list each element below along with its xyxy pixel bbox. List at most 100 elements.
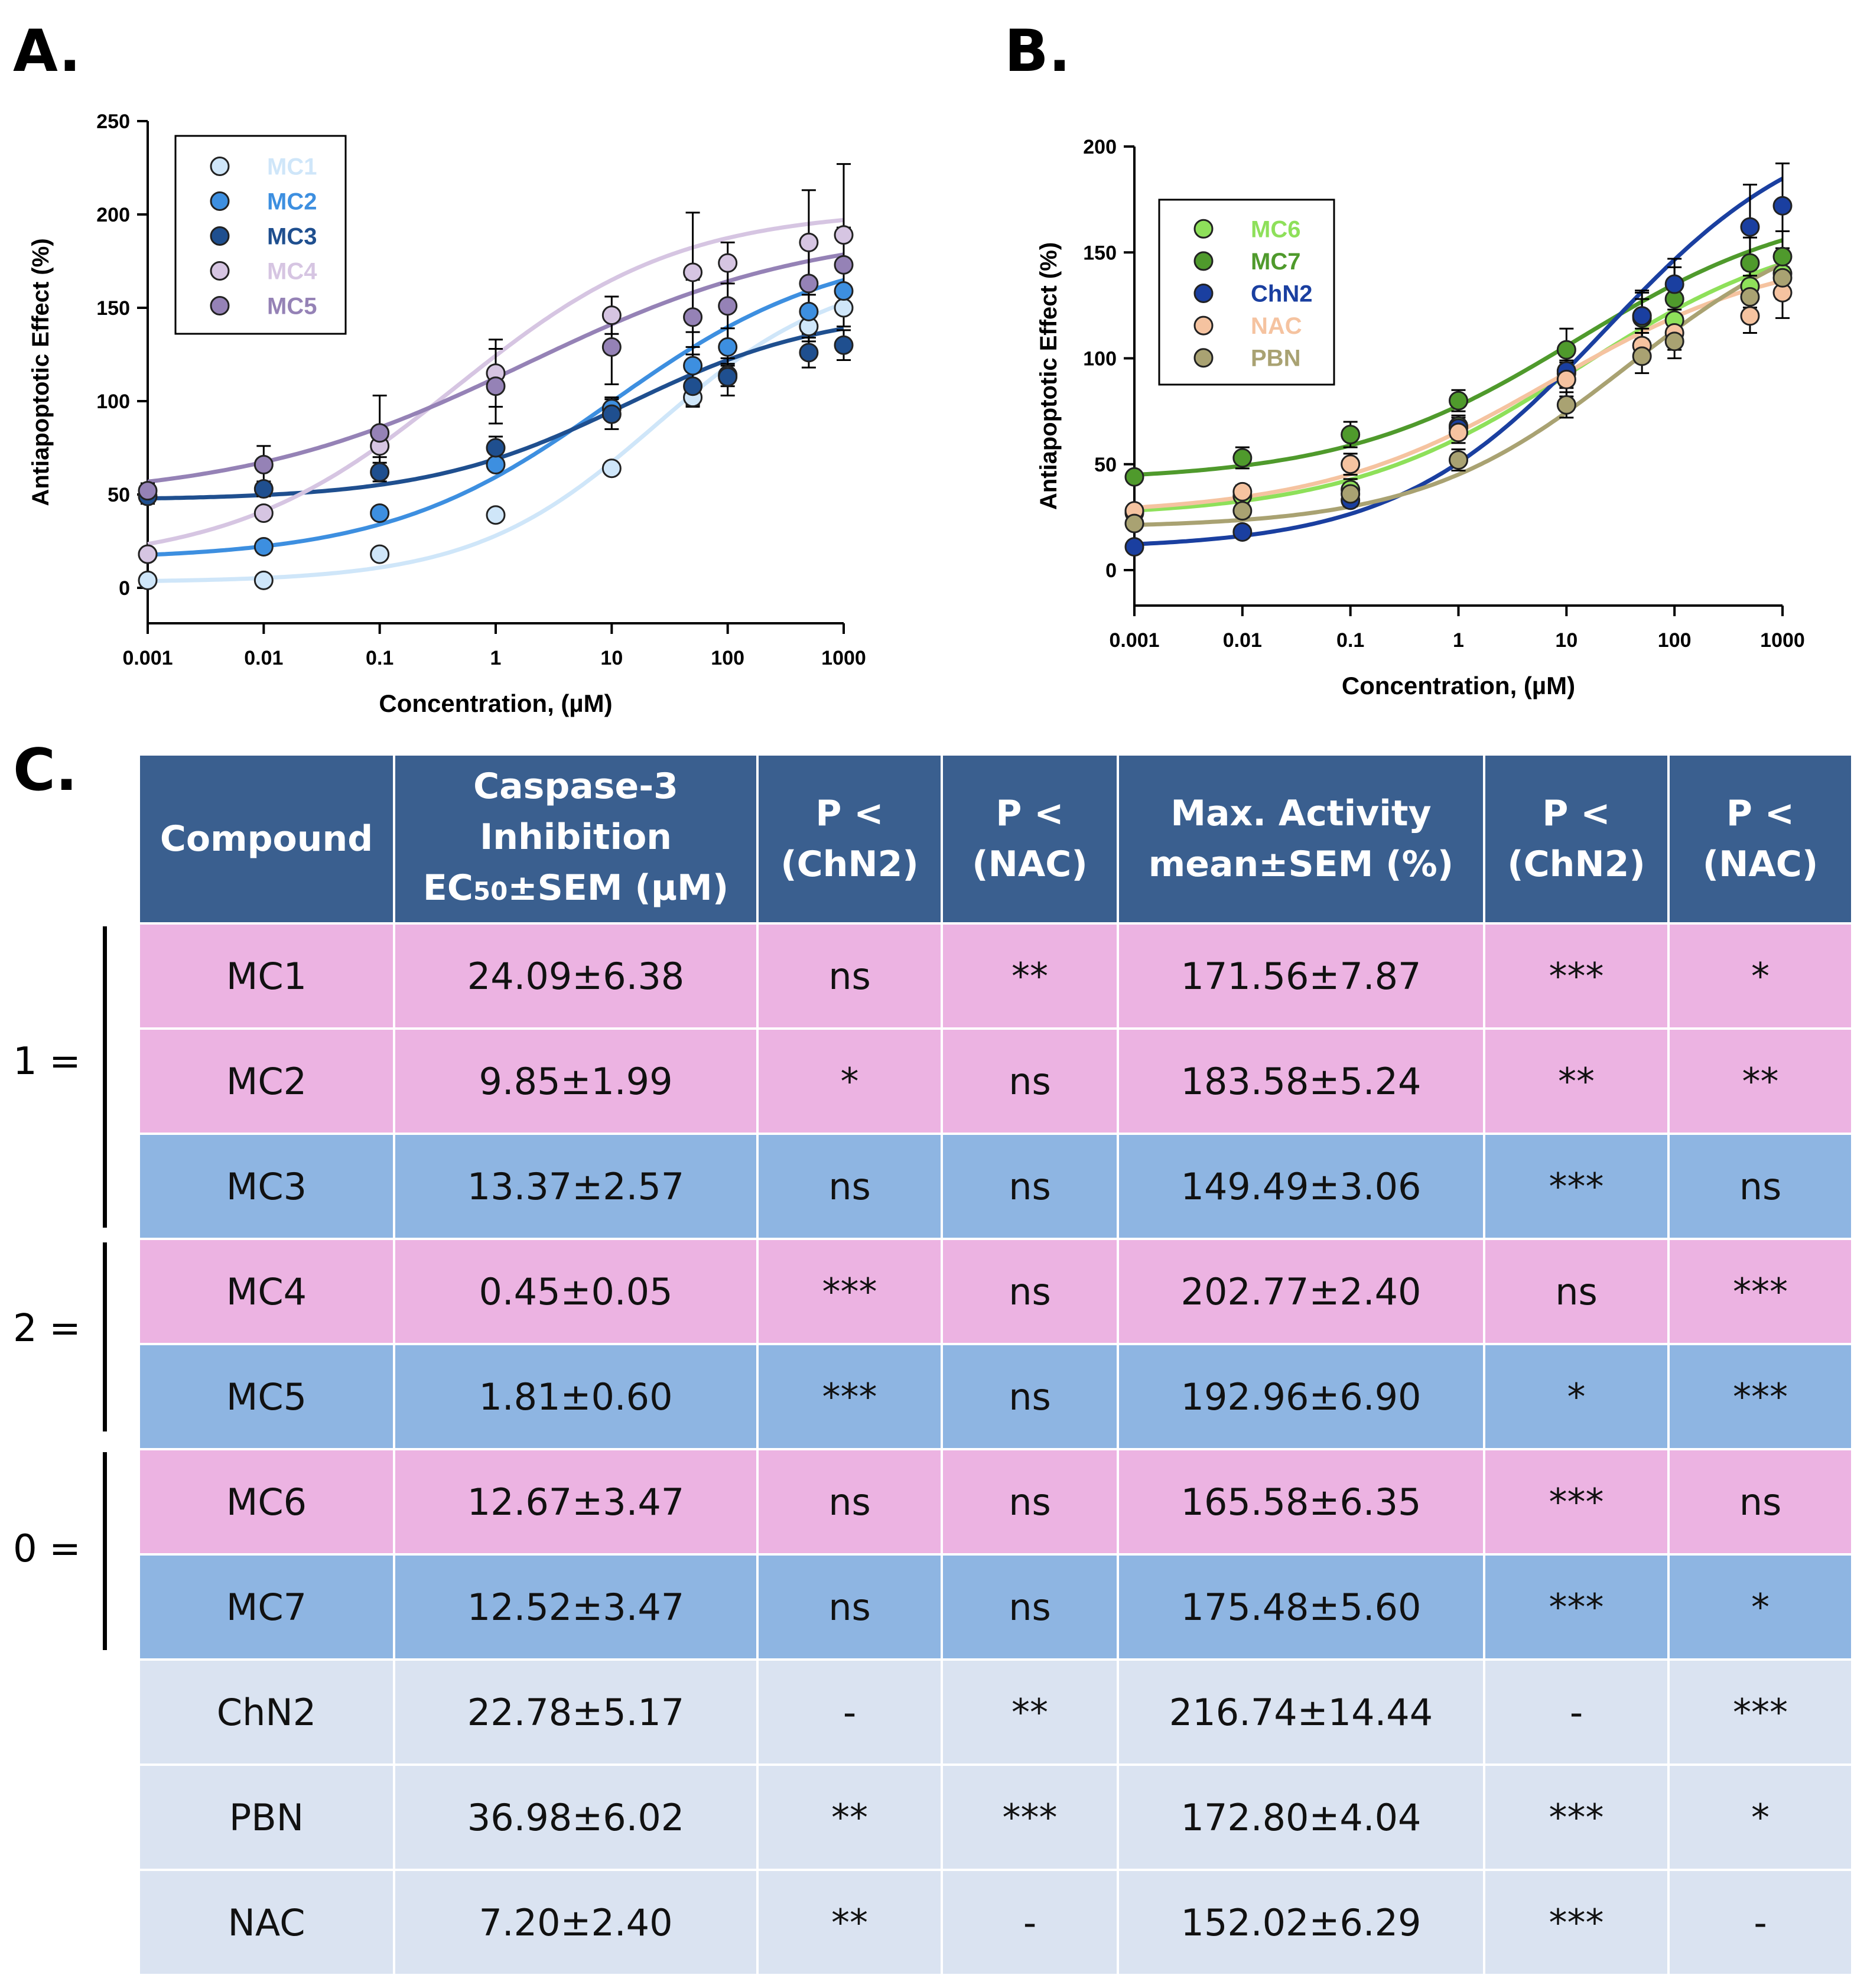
x-tick-label: 0.001 bbox=[122, 647, 173, 669]
data-point-mc7 bbox=[1556, 340, 1576, 360]
data-point-pbn bbox=[1740, 287, 1760, 307]
data-point-mc7 bbox=[1449, 391, 1468, 411]
y-tick-label: 0 bbox=[1105, 559, 1117, 582]
y-tick-label: 200 bbox=[96, 204, 130, 226]
table-cell: *** bbox=[1483, 1133, 1670, 1240]
data-point-chn2 bbox=[1124, 537, 1144, 557]
table-cell: ns bbox=[756, 1553, 943, 1661]
data-point-pbn bbox=[1449, 450, 1468, 470]
panel-a-label: A. bbox=[13, 18, 81, 85]
data-point-chn2 bbox=[1664, 274, 1684, 294]
panel-c-label: C. bbox=[13, 737, 78, 804]
header-max-line2: mean±SEM (%) bbox=[1148, 844, 1454, 885]
legend-box bbox=[1158, 199, 1335, 386]
legend-marker bbox=[210, 296, 230, 315]
table-cell: * bbox=[1667, 922, 1853, 1030]
header-p-nac-a-l1: P < bbox=[996, 793, 1064, 834]
table-cell: 183.58±5.24 bbox=[1117, 1027, 1485, 1135]
data-point-mc2 bbox=[253, 536, 274, 557]
table-cell: ns bbox=[1483, 1238, 1670, 1345]
table-cell: *** bbox=[1483, 1553, 1670, 1661]
data-point-mc4 bbox=[601, 305, 622, 326]
table-cell: 0.45±0.05 bbox=[393, 1238, 759, 1345]
table-cell: *** bbox=[941, 1764, 1119, 1871]
table-cell: * bbox=[1667, 1764, 1853, 1871]
data-point-pbn bbox=[1341, 484, 1361, 504]
data-point-mc1 bbox=[601, 458, 622, 479]
data-point-mc3 bbox=[718, 367, 738, 387]
group-bracket-1 bbox=[103, 926, 107, 1228]
data-point-mc4 bbox=[718, 253, 738, 273]
table-cell: - bbox=[1483, 1658, 1670, 1766]
table-row: MC7 12.52±3.47 ns ns 175.48±5.60 *** * bbox=[138, 1553, 1853, 1661]
table-row: ChN2 22.78±5.17- ** 216.74±14.44- *** bbox=[138, 1658, 1853, 1766]
data-point-nac bbox=[1740, 306, 1760, 326]
group-label-0: 0 = bbox=[13, 1527, 81, 1571]
y-tick-label: 100 bbox=[1083, 348, 1117, 370]
group-label-2: 2 = bbox=[13, 1307, 81, 1351]
header-p-chn2-b-l1: P < bbox=[1542, 793, 1611, 834]
legend-label: MC4 bbox=[267, 259, 317, 285]
table-cell: ** bbox=[941, 1658, 1119, 1766]
legend-box bbox=[174, 135, 347, 335]
header-ec50-subscript: 50 bbox=[473, 877, 508, 906]
table-cell: 22.78±5.17 bbox=[393, 1658, 759, 1766]
data-point-mc5 bbox=[718, 296, 738, 316]
x-axis-label: Concentration, (µM) bbox=[379, 689, 612, 717]
table-row: MC5 1.81±0.60 *** ns 192.96±6.90 * *** bbox=[138, 1343, 1853, 1450]
data-point-mc5 bbox=[138, 481, 158, 501]
table-cell: 175.48±5.60 bbox=[1117, 1553, 1485, 1661]
legend-label: NAC bbox=[1251, 313, 1302, 339]
table-cell: ns bbox=[756, 922, 943, 1030]
table-cell: *** bbox=[756, 1238, 943, 1345]
data-point-mc1 bbox=[370, 544, 390, 564]
legend-label: MC7 bbox=[1251, 249, 1300, 275]
table-cell: 1.81±0.60 bbox=[393, 1343, 759, 1450]
data-point-mc7 bbox=[1124, 467, 1144, 487]
data-point-mc3 bbox=[253, 479, 274, 499]
data-point-mc7 bbox=[1341, 425, 1361, 445]
header-p-nac-b-l2: (NAC) bbox=[1702, 844, 1819, 885]
legend-marker bbox=[1193, 251, 1214, 271]
table-cell: *** bbox=[1667, 1658, 1853, 1766]
legend-marker bbox=[210, 157, 230, 176]
table-cell: ns bbox=[941, 1343, 1119, 1450]
y-tick-label: 50 bbox=[1094, 454, 1117, 476]
table-cell: *** bbox=[1483, 922, 1670, 1030]
legend-label: MC3 bbox=[267, 224, 317, 250]
table-cell: ns bbox=[941, 1553, 1119, 1661]
x-tick-label: 0.1 bbox=[1336, 629, 1364, 652]
table-cell: ns bbox=[756, 1448, 943, 1556]
data-point-mc7 bbox=[1740, 253, 1760, 273]
group-label-1: 1 = bbox=[13, 1040, 81, 1084]
y-axis-label: Antiapoptotic Effect (%) bbox=[28, 238, 54, 506]
data-point-mc4 bbox=[683, 262, 703, 282]
table-cell: * bbox=[1483, 1343, 1670, 1450]
data-point-mc3 bbox=[799, 343, 819, 363]
table-cell: MC7 bbox=[138, 1553, 395, 1661]
y-tick-label: 150 bbox=[1083, 242, 1117, 264]
x-tick-label: 1000 bbox=[821, 647, 866, 669]
header-max-line1: Max. Activity bbox=[1170, 793, 1432, 834]
legend-label: MC5 bbox=[267, 294, 317, 320]
table-cell: MC6 bbox=[138, 1448, 395, 1556]
table-cell: ns bbox=[756, 1133, 943, 1240]
header-p-chn2-b-l2: (ChN2) bbox=[1507, 844, 1645, 885]
table-row: MC4 0.45±0.05 *** ns 202.77±2.40 ns *** bbox=[138, 1238, 1853, 1345]
table-row: NAC 7.20±2.40 ** -152.02±6.29 *** - bbox=[138, 1869, 1853, 1976]
table-cell: ns bbox=[941, 1027, 1119, 1135]
table-cell: * bbox=[756, 1027, 943, 1135]
table-cell: ns bbox=[941, 1448, 1119, 1556]
table-cell: MC1 bbox=[138, 922, 395, 1030]
table-cell: 172.80±4.04 bbox=[1117, 1764, 1485, 1871]
table-cell: ** bbox=[1667, 1027, 1853, 1135]
header-p-chn2-b: P < (ChN2) bbox=[1483, 753, 1670, 925]
header-ec50-line3a: EC bbox=[422, 867, 473, 909]
data-point-pbn bbox=[1124, 513, 1144, 533]
table-cell: *** bbox=[1483, 1869, 1670, 1976]
x-tick-label: 1000 bbox=[1760, 629, 1805, 652]
data-point-chn2 bbox=[1232, 522, 1253, 542]
table-cell: MC4 bbox=[138, 1238, 395, 1345]
data-point-mc5 bbox=[486, 376, 506, 396]
